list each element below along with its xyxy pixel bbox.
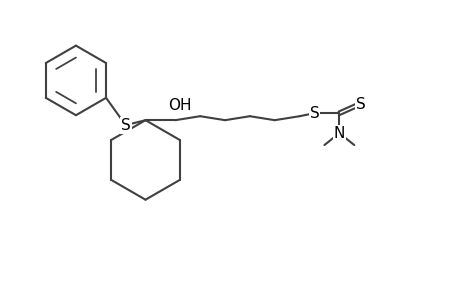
Text: S: S [309, 106, 319, 121]
Text: N: N [333, 126, 344, 141]
Text: S: S [355, 97, 365, 112]
Text: OH: OH [168, 98, 192, 113]
Text: S: S [121, 118, 130, 133]
